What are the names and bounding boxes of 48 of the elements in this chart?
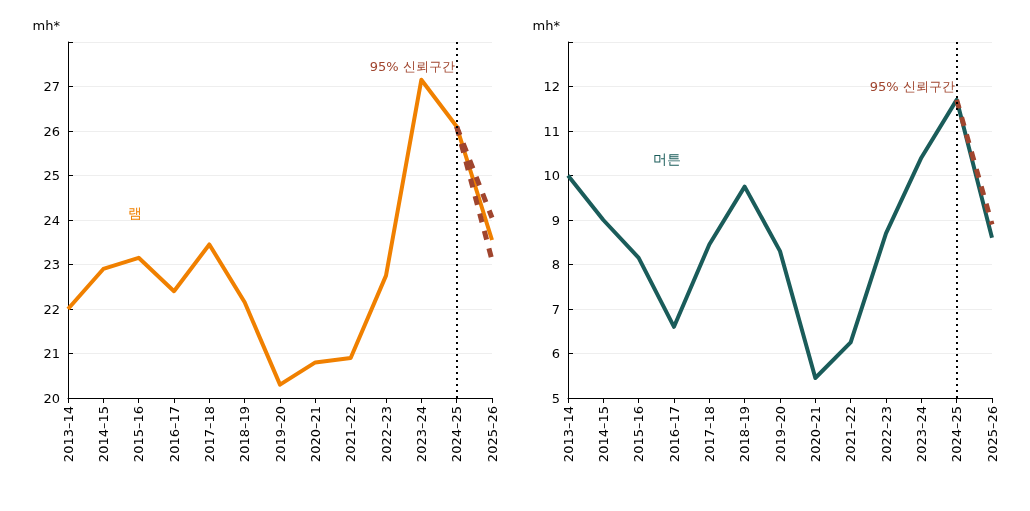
y-tick-label: 6 bbox=[551, 346, 560, 361]
y-tick-label: 21 bbox=[43, 346, 60, 361]
y-tick-label: 22 bbox=[43, 301, 60, 317]
x-tick-label: 2018–19 bbox=[237, 406, 253, 463]
x-tick-label: 2020–21 bbox=[807, 406, 823, 463]
x-tick-label: 2020–21 bbox=[307, 406, 323, 463]
x-tick-label: 2025–26 bbox=[984, 406, 1000, 463]
text: 머튼 bbox=[653, 150, 681, 167]
y-tick-label: 8 bbox=[551, 257, 560, 272]
x-tick-label: 2019–20 bbox=[272, 406, 288, 463]
x-tick-label: 2013–14 bbox=[60, 406, 76, 463]
y-tick-label: 23 bbox=[43, 257, 60, 272]
x-tick-label: 2014–15 bbox=[595, 406, 611, 463]
y-tick-label: 7 bbox=[551, 301, 560, 317]
x-tick-label: 2016–17 bbox=[666, 406, 682, 463]
x-tick-label: 2021–22 bbox=[343, 406, 359, 463]
y-tick-label: 26 bbox=[43, 123, 60, 139]
x-tick-label: 2017–18 bbox=[201, 406, 217, 463]
x-tick-label: 2022–23 bbox=[878, 406, 894, 463]
y-tick-label: 12 bbox=[543, 79, 560, 94]
x-tick-label: 2022–23 bbox=[378, 406, 394, 463]
x-tick-label: 2015–16 bbox=[131, 406, 147, 463]
x-tick-label: 2024–25 bbox=[449, 406, 465, 463]
annotation: 95% 신뢰구간 bbox=[869, 79, 955, 94]
x-tick-label: 2018–19 bbox=[737, 406, 753, 463]
y-tick-label: 9 bbox=[551, 212, 560, 228]
y-axis-title: mh* bbox=[32, 18, 61, 33]
y-axis-title: mh* bbox=[532, 18, 561, 33]
x-tick-label: 2024–25 bbox=[949, 406, 965, 463]
x-tick-label: 2025–26 bbox=[484, 406, 500, 463]
x-tick-label: 2021–22 bbox=[843, 406, 859, 463]
x-tick-label: 2014–15 bbox=[95, 406, 111, 463]
y-tick-label: 20 bbox=[43, 390, 60, 406]
text: 램 bbox=[128, 205, 142, 221]
y-tick-label: 10 bbox=[543, 168, 560, 183]
annotation: 95% 신뢰구간 bbox=[369, 58, 455, 74]
x-tick-label: 2017–18 bbox=[701, 406, 717, 463]
x-tick-label: 2019–20 bbox=[772, 406, 788, 463]
y-tick-label: 24 bbox=[43, 212, 60, 228]
x-tick-label: 2013–14 bbox=[560, 406, 576, 463]
x-tick-label: 2023–24 bbox=[413, 406, 429, 463]
y-tick-label: 5 bbox=[551, 390, 560, 406]
x-tick-label: 2016–17 bbox=[166, 406, 182, 463]
y-tick-label: 11 bbox=[543, 123, 560, 139]
y-tick-label: 25 bbox=[43, 168, 60, 183]
x-tick-label: 2023–24 bbox=[913, 406, 929, 463]
x-tick-label: 2015–16 bbox=[631, 406, 647, 463]
y-tick-label: 27 bbox=[43, 79, 60, 94]
